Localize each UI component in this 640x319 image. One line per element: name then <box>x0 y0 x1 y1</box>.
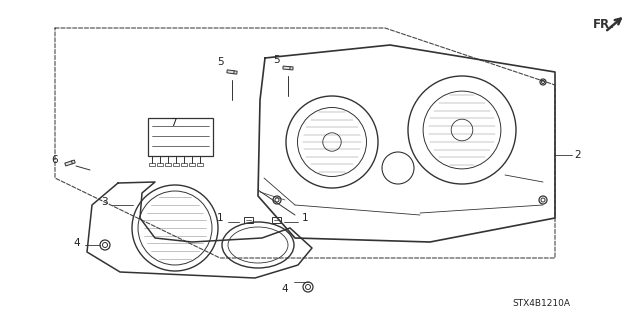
Text: 1: 1 <box>301 213 308 223</box>
Text: 5: 5 <box>217 57 223 67</box>
Text: 4: 4 <box>282 284 288 294</box>
Text: 6: 6 <box>52 155 58 165</box>
Text: FR.: FR. <box>593 19 615 32</box>
Text: 4: 4 <box>74 238 80 248</box>
Text: 7: 7 <box>170 118 176 128</box>
Bar <box>181 163 187 166</box>
Text: 2: 2 <box>575 150 581 160</box>
Text: STX4B1210A: STX4B1210A <box>512 299 570 308</box>
Bar <box>157 163 163 166</box>
Bar <box>197 163 203 166</box>
Text: 1: 1 <box>217 213 223 223</box>
Bar <box>243 217 253 223</box>
Polygon shape <box>283 66 293 70</box>
Polygon shape <box>227 70 237 74</box>
Text: 3: 3 <box>100 197 108 207</box>
Bar <box>173 163 179 166</box>
Bar <box>165 163 171 166</box>
Bar <box>148 118 213 156</box>
Bar <box>189 163 195 166</box>
Bar <box>149 163 155 166</box>
Text: 5: 5 <box>274 55 280 65</box>
Polygon shape <box>65 160 76 166</box>
Bar <box>271 217 280 223</box>
